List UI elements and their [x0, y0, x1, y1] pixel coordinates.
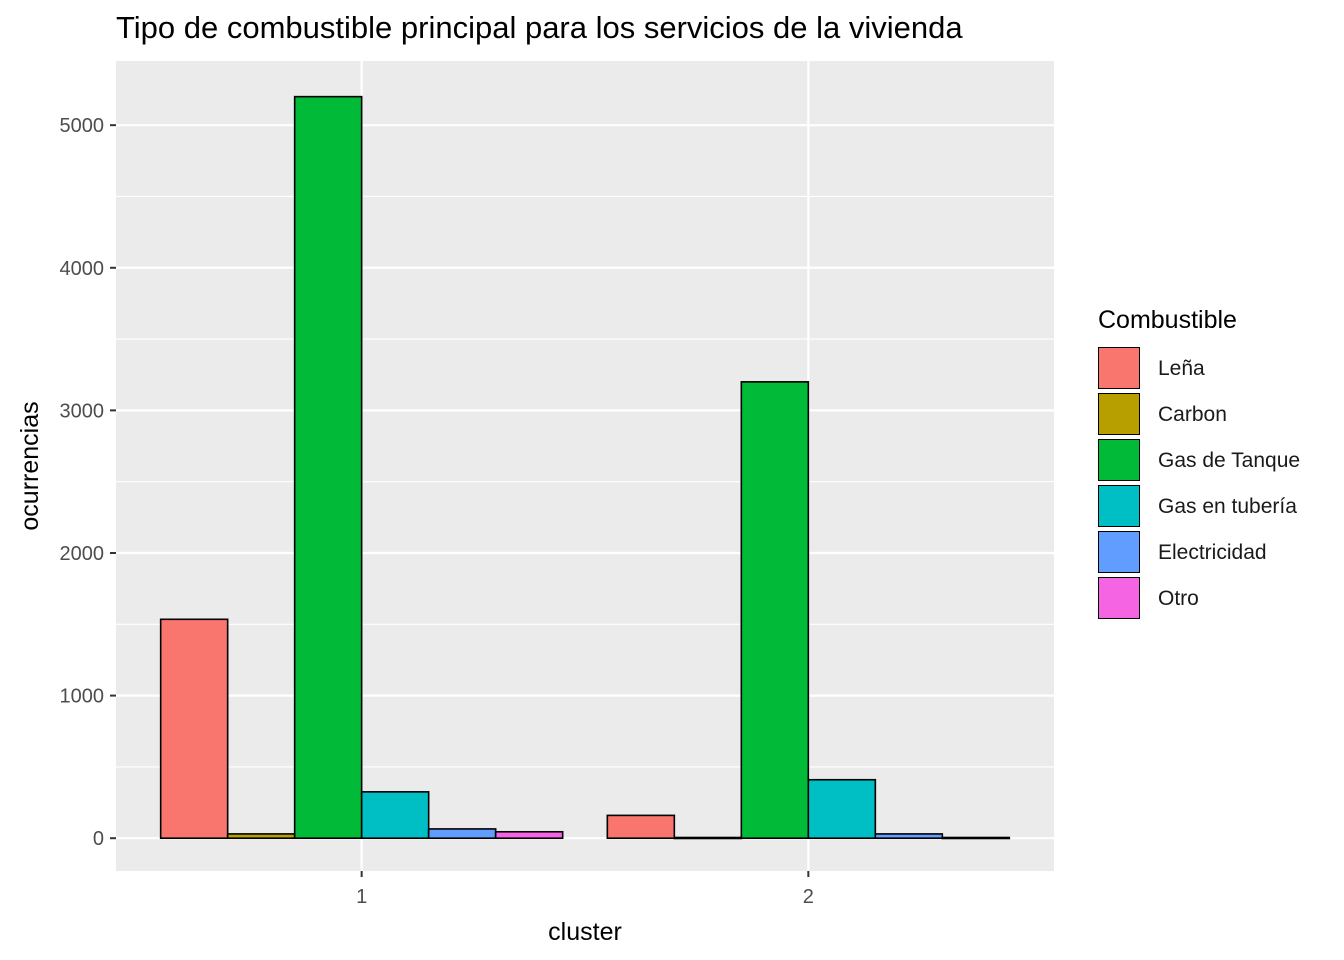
bar: [427, 828, 497, 840]
legend-swatch: [1098, 393, 1140, 435]
legend-swatch: [1098, 531, 1140, 573]
legend-item: Carbon: [1098, 393, 1237, 439]
legend-label: Gas de Tanque: [1158, 449, 1301, 472]
plot-panel: [116, 61, 1054, 871]
legend-items: Leña Carbon Gas de Tanque Gas en tubería Ele…: [1098, 347, 1300, 623]
bars: [159, 95, 1011, 840]
legend-item: Gas de Tanque: [1098, 439, 1300, 485]
y-tick-label: 3000: [60, 400, 105, 422]
bar: [941, 836, 1011, 840]
bar: [606, 814, 676, 840]
legend-title: Combustible: [1098, 306, 1237, 334]
bar: [807, 778, 877, 840]
legend-label: Carbon: [1158, 403, 1227, 426]
y-tick-label: 4000: [60, 258, 105, 280]
y-axis-title: ocurrencias: [16, 401, 44, 530]
bar: [226, 833, 296, 840]
legend-item: Otro: [1098, 577, 1237, 623]
legend-swatch: [1098, 485, 1140, 527]
legend-swatch: [1098, 577, 1140, 619]
legend-label: Otro: [1158, 587, 1199, 610]
x-tick-label: 2: [803, 886, 814, 908]
y-tick-label: 5000: [60, 115, 105, 137]
bar: [494, 830, 564, 840]
bar: [740, 381, 810, 840]
legend-label: Leña: [1158, 357, 1205, 380]
x-axis-title: cluster: [548, 918, 622, 946]
bar: [874, 833, 944, 840]
legend-swatch: [1098, 439, 1140, 481]
legend-item: Leña: [1098, 347, 1237, 393]
legend-label: Electricidad: [1158, 541, 1267, 564]
bar: [293, 95, 363, 840]
x-tick-label: 1: [356, 886, 367, 908]
legend-label: Gas en tubería: [1158, 495, 1297, 518]
chart-title: Tipo de combustible principal para los s…: [116, 10, 963, 45]
legend-item: Electricidad: [1098, 531, 1267, 577]
y-tick-label: 1000: [60, 686, 105, 708]
y-tick-label: 2000: [60, 543, 105, 565]
y-tick-label: 0: [93, 828, 104, 850]
bar: [673, 836, 743, 840]
legend: Combustible Leña Carbon Gas de Tanque Gas e…: [1098, 306, 1300, 623]
bar: [360, 791, 430, 840]
legend-item: Gas en tubería: [1098, 485, 1297, 531]
bar: [159, 618, 229, 840]
legend-swatch: [1098, 347, 1140, 389]
